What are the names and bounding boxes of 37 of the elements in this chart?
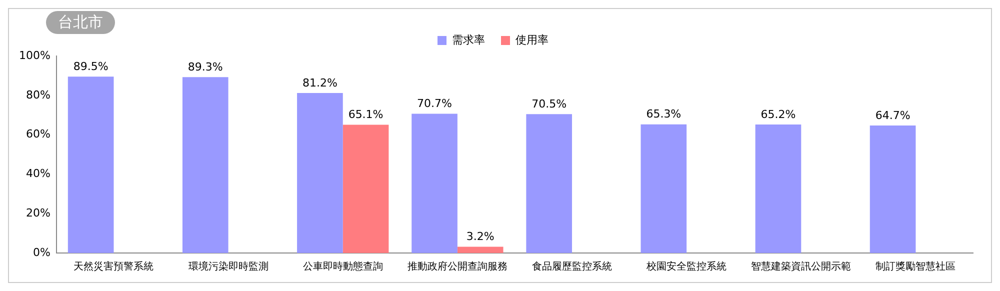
- bar: [68, 76, 114, 253]
- data-label: 89.3%: [188, 60, 223, 74]
- legend-label: 需求率: [452, 33, 485, 46]
- x-tick-label: 環境污染即時監測: [188, 260, 268, 273]
- y-tick-label: 20%: [26, 206, 50, 220]
- bar: [870, 126, 916, 253]
- y-tick-label: 100%: [18, 48, 50, 62]
- data-label: 81.2%: [302, 76, 338, 90]
- data-label: 70.5%: [532, 97, 567, 110]
- bar: [342, 124, 389, 253]
- y-tick-label: 40%: [26, 167, 50, 180]
- x-tick-label: 食品履歷監控系統: [532, 260, 612, 273]
- bar: [182, 77, 228, 253]
- y-tick-label: 0%: [32, 246, 50, 259]
- data-label: 65.3%: [646, 108, 682, 121]
- chart-title: 台北市: [46, 11, 115, 34]
- bar: [526, 114, 572, 253]
- x-tick-label: 天然災害預警系統: [74, 260, 154, 273]
- x-tick-label: 公車即時動態查詢: [302, 260, 383, 273]
- data-label: 3.2%: [466, 230, 494, 244]
- data-label: 65.2%: [760, 108, 796, 121]
- x-tick-label: 智慧建築資訊公開示範: [751, 260, 852, 273]
- y-tick-label: 80%: [26, 88, 50, 102]
- y-tick-label: 60%: [26, 128, 50, 141]
- data-label: 65.1%: [348, 108, 384, 122]
- data-label: 89.5%: [73, 60, 108, 74]
- bar: [457, 246, 504, 253]
- bar: [297, 93, 343, 253]
- x-tick-label: 推動政府公開查詢服務: [407, 260, 508, 273]
- bar: [412, 114, 458, 253]
- bar: [755, 124, 802, 253]
- data-label: 70.7%: [417, 97, 452, 110]
- x-tick-label: 制訂獎勵智慧社區: [876, 260, 956, 273]
- legend-label: 使用率: [516, 33, 548, 46]
- bar: [640, 124, 687, 253]
- x-tick-label: 校園安全監控系統: [646, 260, 727, 273]
- data-label: 64.7%: [875, 108, 910, 122]
